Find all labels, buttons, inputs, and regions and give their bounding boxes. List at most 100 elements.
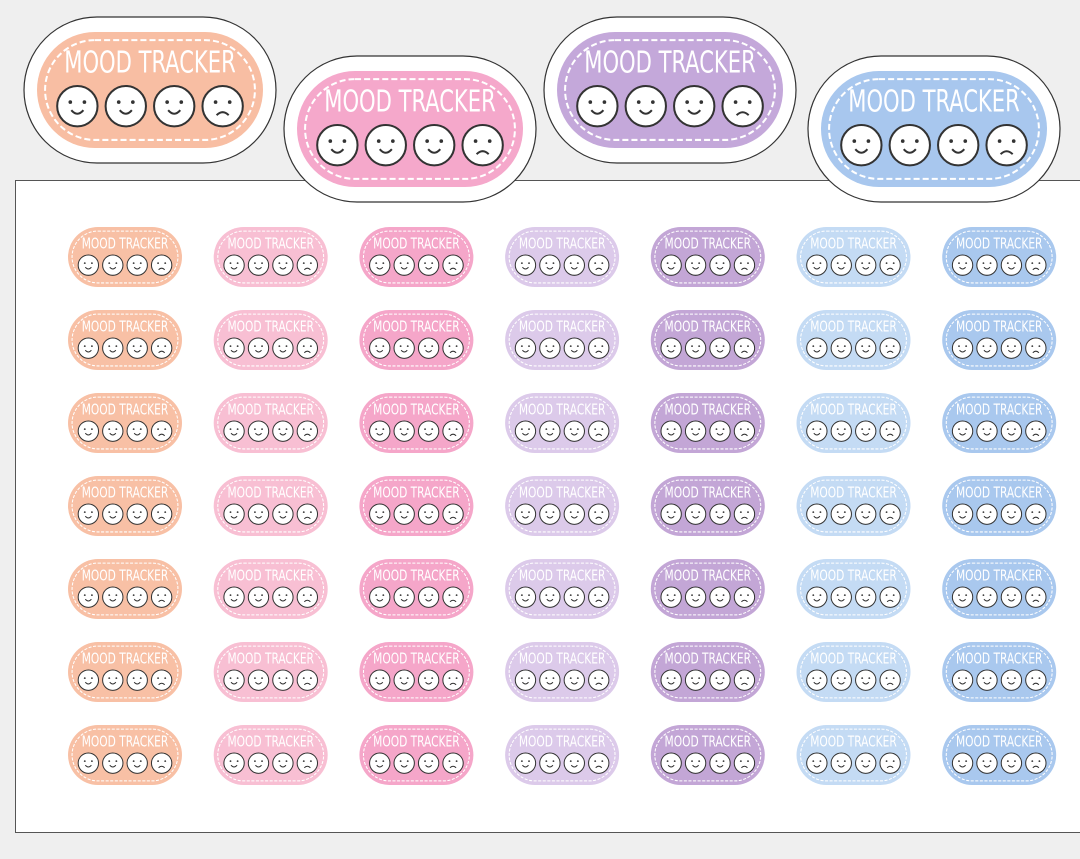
face-eye xyxy=(302,428,305,431)
mood-face xyxy=(684,752,707,774)
face-eye xyxy=(139,677,142,680)
face-eye xyxy=(375,511,378,514)
sticker-dashed-border xyxy=(654,479,762,533)
face-eye xyxy=(115,262,118,265)
mood-face xyxy=(576,84,619,128)
face-mouth xyxy=(109,681,117,685)
mood-face xyxy=(563,586,586,608)
face-mouth xyxy=(279,349,287,353)
face-mouth xyxy=(230,764,238,768)
face-eye xyxy=(1038,345,1041,348)
sticker-label: MOOD TRACKER xyxy=(956,483,1043,501)
mood-face xyxy=(951,586,974,608)
face-mouth xyxy=(133,598,141,602)
face-eye xyxy=(455,262,458,265)
face-mouth xyxy=(1032,765,1040,769)
face-eye xyxy=(83,760,86,763)
face-eye xyxy=(698,594,701,597)
face-eye xyxy=(552,511,555,514)
face-eye xyxy=(1006,262,1009,265)
mood-face xyxy=(393,254,415,276)
face-eye xyxy=(569,760,572,763)
face-eye xyxy=(552,594,555,597)
face-mouth xyxy=(595,350,603,354)
face-mouth xyxy=(400,266,408,270)
face-mouth xyxy=(376,598,384,602)
face-eye xyxy=(139,760,142,763)
face-eye xyxy=(836,760,839,763)
face-eye xyxy=(982,760,985,763)
face-mouth xyxy=(886,682,894,686)
face-mouth xyxy=(330,148,345,154)
face-mouth xyxy=(546,764,554,768)
sticker-dashed-border xyxy=(362,396,470,450)
face-mouth xyxy=(595,682,603,686)
face-mouth xyxy=(951,148,966,154)
face-eye xyxy=(552,677,555,680)
sticker-label: MOOD TRACKER xyxy=(665,649,752,667)
mood-face xyxy=(102,752,124,774)
face-mouth xyxy=(741,433,748,437)
sticker-label: MOOD TRACKER xyxy=(665,483,752,501)
face-eye xyxy=(576,760,579,763)
face-mouth xyxy=(983,266,991,270)
face-eye xyxy=(309,677,312,680)
mood-face xyxy=(126,337,148,359)
face-eye xyxy=(448,511,451,514)
face-eye xyxy=(836,262,839,265)
sticker-dashed-border xyxy=(508,645,616,699)
face-eye xyxy=(885,262,888,265)
sticker-dashed-border xyxy=(362,479,470,533)
mood-face xyxy=(709,586,731,608)
face-eye xyxy=(576,262,579,265)
face-eye xyxy=(278,345,281,348)
face-eye xyxy=(431,677,434,680)
mood-face xyxy=(514,503,537,525)
face-mouth xyxy=(1007,764,1015,768)
sticker-label: MOOD TRACKER xyxy=(810,400,897,418)
mood-face xyxy=(442,420,464,442)
sticker-dashed-border xyxy=(945,562,1053,616)
mood-face xyxy=(684,669,707,691)
mood-face xyxy=(247,586,270,608)
face-eye xyxy=(309,262,312,265)
mood-face xyxy=(417,586,440,608)
sticker-dashed-border xyxy=(508,313,616,367)
sticker-label: MOOD TRACKER xyxy=(848,84,1020,119)
face-eye xyxy=(157,428,159,431)
mood-face xyxy=(830,420,852,442)
face-mouth xyxy=(449,599,457,603)
mood-face xyxy=(588,420,610,442)
face-mouth xyxy=(255,598,262,602)
face-eye xyxy=(424,345,426,348)
mood-face xyxy=(514,337,537,359)
face-eye xyxy=(885,511,888,514)
sticker-dashed-border xyxy=(217,313,325,367)
face-eye xyxy=(302,594,305,597)
face-eye xyxy=(843,262,846,265)
sticker-dashed-border xyxy=(654,396,762,450)
face-mouth xyxy=(109,764,117,768)
sticker-label: MOOD TRACKER xyxy=(519,400,606,418)
sticker-dashed-border xyxy=(217,479,325,533)
face-eye xyxy=(715,262,718,265)
mood-face xyxy=(1025,503,1047,525)
mood-face xyxy=(563,503,586,525)
face-eye xyxy=(278,760,281,763)
face-eye xyxy=(836,677,839,680)
face-eye xyxy=(91,594,93,597)
sticker-label: MOOD TRACKER xyxy=(956,317,1043,335)
face-eye xyxy=(843,677,846,680)
mood-face xyxy=(223,752,245,774)
face-mouth xyxy=(230,598,238,602)
face-mouth xyxy=(595,765,603,769)
face-mouth xyxy=(303,350,311,354)
face-eye xyxy=(448,594,451,597)
face-mouth xyxy=(400,515,408,519)
face-eye xyxy=(868,428,871,431)
face-mouth xyxy=(133,764,141,768)
face-eye xyxy=(885,428,888,431)
face-eye xyxy=(958,594,960,597)
face-mouth xyxy=(692,598,700,602)
mood-face xyxy=(296,503,319,525)
